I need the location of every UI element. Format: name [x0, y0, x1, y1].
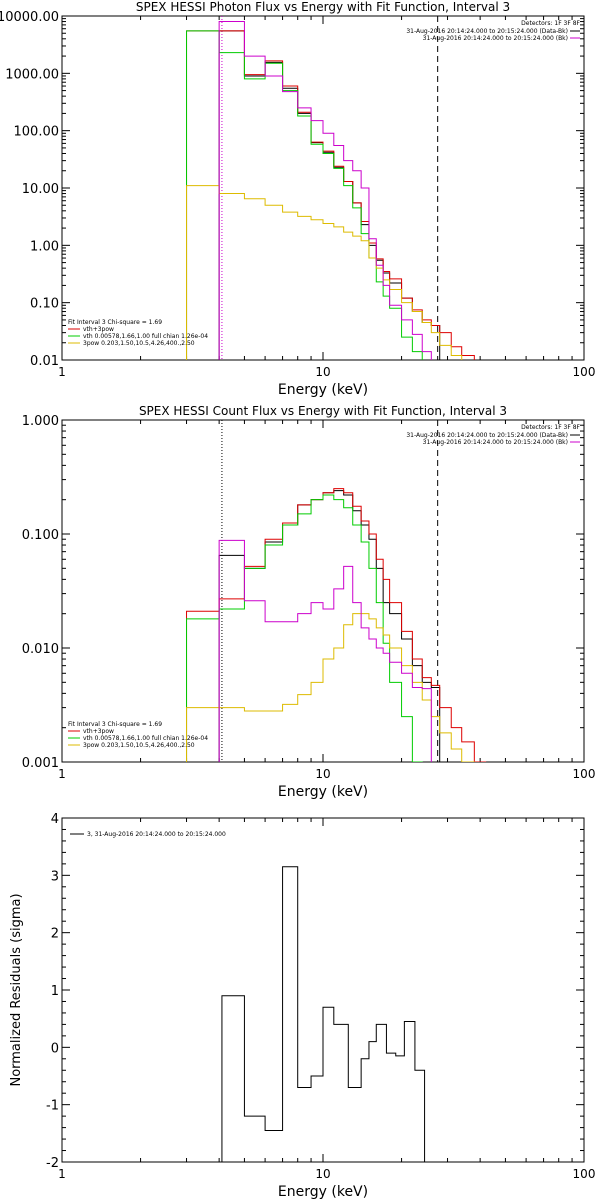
x-tick-label: 1 — [58, 365, 66, 379]
y-tick-label: 0.100 — [22, 528, 59, 543]
chart-title: SPEX HESSI Count Flux vs Energy with Fit… — [139, 404, 507, 418]
y-axis-label: Normalized Residuals (sigma) — [9, 893, 24, 1086]
plot-frame — [61, 15, 585, 361]
y-tick-label: -2 — [46, 1156, 59, 1171]
legend-fit-title: Fit Interval 3 Chi-square = 1.69 — [68, 721, 162, 728]
x-tick-label: 1 — [58, 767, 66, 781]
x-tick-label: 100 — [573, 1167, 596, 1181]
x-tick-label: 100 — [573, 767, 596, 781]
x-axis-label: Energy (keV) — [278, 1184, 368, 1200]
y-tick-label: 0.10 — [30, 297, 59, 312]
series-step-path — [186, 613, 475, 762]
x-tick-label: 10 — [315, 1167, 330, 1181]
x-tick-label: 10 — [315, 365, 330, 379]
legend-entry-label: 31-Aug-2016 20:14:24.000 to 20:15:24.000… — [423, 439, 568, 446]
y-tick-label: -1 — [46, 1099, 59, 1114]
chart-title: SPEX HESSI Photon Flux vs Energy with Fi… — [136, 0, 510, 14]
series-3pow — [186, 185, 463, 360]
x-tick-label: 1 — [58, 1167, 66, 1181]
series-3pow — [186, 613, 475, 762]
y-tick-label: 1.00 — [30, 239, 59, 254]
series-vth-3pow — [186, 488, 487, 762]
series-step-path — [218, 30, 441, 360]
series-vth — [186, 494, 423, 762]
legend-entry-label: 31-Aug-2016 20:14:24.000 to 20:15:24.000… — [406, 28, 568, 35]
legend-entry-label: vth+3pow — [83, 326, 114, 333]
y-tick-label: 2 — [51, 927, 59, 942]
y-tick-label: 1.000 — [22, 414, 59, 429]
series-data-bk — [218, 490, 441, 762]
legend-entry-label: vth 0.00578,1.66,1.00 full chian 1.26e-0… — [83, 333, 208, 340]
y-tick-label: 1000.00 — [5, 67, 59, 82]
series-step-path — [218, 21, 432, 360]
legend-entry-label: 3, 31-Aug-2016 20:14:24.000 to 20:15:24.… — [87, 831, 226, 838]
y-tick-label: 0.010 — [22, 642, 59, 657]
legend-entry-label: vth 0.00578,1.66,1.00 full chian 1.26e-0… — [83, 735, 208, 742]
x-tick-label: 100 — [573, 365, 596, 379]
series-step-path — [186, 494, 423, 762]
legend-entry-label: vth+3pow — [83, 728, 114, 735]
y-tick-label: 0 — [51, 1041, 59, 1056]
series-bk — [218, 539, 432, 762]
series-step-path — [218, 539, 432, 762]
y-tick-label: 1 — [51, 984, 59, 999]
legend-detectors: Detectors: 1F 3F 8F — [521, 20, 580, 27]
plot-frame — [61, 419, 585, 763]
legend-entry-label: 3pow 0.203,1.50,10.5,4.26,400.,2.50 — [83, 742, 195, 749]
y-tick-label: 0.01 — [30, 354, 59, 369]
plot-frame — [61, 817, 585, 1163]
y-tick-label: 10.00 — [22, 182, 59, 197]
series-step-path — [186, 488, 487, 762]
y-tick-label: 3 — [51, 869, 59, 884]
legend-detectors: Detectors: 1F 3F 8F — [521, 424, 580, 431]
y-tick-label: 10000.00 — [0, 10, 59, 25]
series-bk — [218, 21, 432, 360]
y-tick-label: 4 — [51, 812, 59, 827]
legend-entry-label: 31-Aug-2016 20:14:24.000 to 20:15:24.000… — [423, 35, 568, 42]
x-axis-label: Energy (keV) — [278, 382, 368, 398]
y-tick-label: 0.001 — [22, 756, 59, 771]
legend-entry-label: 31-Aug-2016 20:14:24.000 to 20:15:24.000… — [406, 432, 568, 439]
legend-entry-label: 3pow 0.203,1.50,10.5,4.26,400.,2.50 — [83, 340, 195, 347]
series-step-path — [186, 185, 463, 360]
legend-fit-title: Fit Interval 3 Chi-square = 1.69 — [68, 319, 162, 326]
series-3-31-aug-2016-20-14-24-000-to-20-15-24-000 — [221, 866, 439, 1162]
x-axis-label: Energy (keV) — [278, 784, 368, 800]
series-data-bk — [218, 30, 441, 360]
x-tick-label: 10 — [315, 767, 330, 781]
series-step-path — [221, 866, 439, 1162]
series-step-path — [218, 490, 441, 762]
y-tick-label: 100.00 — [14, 125, 60, 140]
